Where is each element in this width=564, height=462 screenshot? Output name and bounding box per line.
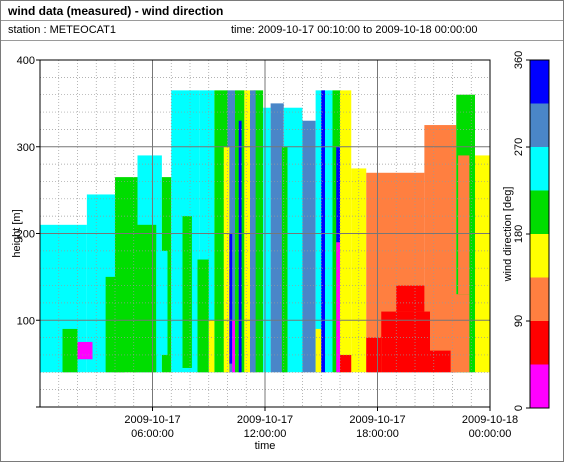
- colorbar-tick-label: 0: [513, 405, 525, 411]
- y-tick-label: 300: [17, 142, 35, 154]
- heatmap-region-13: [270, 103, 284, 373]
- info-bar: station : METEOCAT1 time: 2009-10-17 00:…: [1, 21, 563, 41]
- colorbar-bin-1: [530, 321, 549, 365]
- x-tick-label-date: 2009-10-18: [462, 414, 518, 426]
- heatmap-patch-5: [182, 216, 192, 368]
- heatmap-patch-20: [381, 311, 430, 373]
- heatmap-patch-10: [232, 320, 235, 373]
- heatmap-patch-21: [396, 285, 425, 312]
- heatmap-region-10: [244, 90, 254, 373]
- heatmap-patch-15: [321, 90, 325, 373]
- x-tick-label-date: 2009-10-17: [349, 414, 405, 426]
- x-tick-label-time: 06:00:00: [131, 428, 174, 440]
- heatmap-patch-7: [208, 320, 215, 373]
- colorbar-bin-3: [530, 234, 549, 278]
- heatmap-patch-16: [336, 242, 340, 373]
- heatmap-patch-8: [223, 146, 230, 373]
- heatmap-patch-13: [281, 146, 288, 373]
- colorbar-tick-label: 360: [513, 51, 525, 69]
- heatmap-region-12: [263, 107, 271, 373]
- heatmap-region-11: [253, 90, 264, 373]
- colorbar-tick-label: 90: [513, 315, 525, 327]
- heatmap-patch-6: [197, 259, 209, 373]
- y-tick-label: 400: [17, 55, 35, 67]
- x-axis-label: time: [255, 440, 276, 452]
- heatmap-patch-14: [315, 328, 322, 373]
- heatmap-patch-11: [238, 120, 242, 373]
- x-tick-label-date: 2009-10-17: [124, 414, 180, 426]
- heatmap-patch-4: [156, 250, 168, 355]
- x-tick-label-date: 2009-10-17: [237, 414, 293, 426]
- y-tick-label: 200: [17, 229, 35, 241]
- heatmap-region-8: [227, 90, 235, 373]
- heatmap-region-18: [340, 90, 352, 373]
- heatmap-patch-3: [133, 224, 157, 373]
- y-axis: 100 200 300 400 height [m]: [11, 55, 40, 408]
- time-range-label: time: 2009-10-17 00:10:00 to 2009-10-18 …: [231, 24, 478, 36]
- title-bar: wind data (measured) - wind direction: [1, 1, 563, 21]
- x-tick-label-time: 00:00:00: [469, 428, 512, 440]
- heatmap-patch-1: [77, 341, 93, 360]
- colorbar-label: wind direction [deg]: [502, 187, 514, 283]
- colorbar-bin-4: [530, 190, 549, 234]
- colorbar-tick-label: 180: [513, 225, 525, 243]
- colorbar-bin-6: [530, 103, 549, 147]
- x-tick-label-time: 12:00:00: [244, 428, 287, 440]
- x-axis: 2009-10-17 06:00:00 2009-10-17 12:00:00 2009…: [124, 407, 518, 452]
- heatmap-patch-22: [430, 350, 457, 373]
- heatmap-region-23: [475, 155, 490, 373]
- heatmap-patch-18: [340, 354, 352, 373]
- heatmap-patch-0: [62, 328, 78, 373]
- heatmap-region-14: [283, 107, 303, 373]
- colorbar-bin-0: [530, 364, 549, 408]
- x-tick-label-time: 18:00:00: [356, 428, 399, 440]
- heatmap-patch-24: [458, 155, 470, 295]
- colorbar-bin-2: [530, 277, 549, 321]
- chart-title: wind data (measured) - wind direction: [8, 4, 224, 18]
- grid-lines: [40, 60, 490, 407]
- y-tick-label: 100: [17, 315, 35, 327]
- station-label: station : METEOCAT1: [8, 24, 116, 36]
- y-axis-label: height [m]: [11, 209, 23, 257]
- colorbar-bin-7: [530, 60, 549, 104]
- heatmap-patch-9: [229, 233, 233, 364]
- colorbar-bin-5: [530, 147, 549, 191]
- heatmap-patch-17: [336, 146, 340, 243]
- heatmap-region-15: [302, 120, 316, 373]
- colorbar: 0 90 180 270 360 wind direction [deg]: [502, 51, 550, 411]
- colorbar-tick-label: 270: [513, 138, 525, 156]
- heatmap-patch-12: [250, 90, 256, 373]
- heatmap-patch-23: [450, 294, 470, 373]
- heatmap-patches: [62, 90, 470, 373]
